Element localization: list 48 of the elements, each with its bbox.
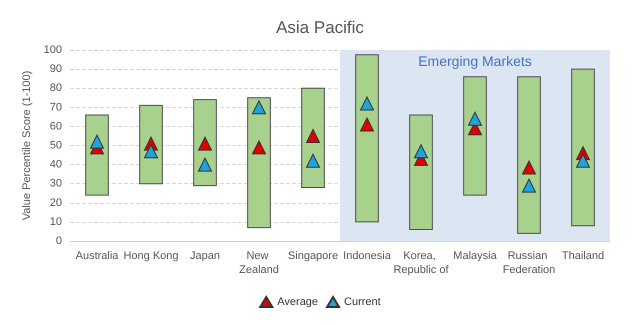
y-tick-label: 10: [50, 216, 62, 228]
x-tick-label: Singapore: [288, 250, 338, 262]
x-tick-label: Indonesia: [343, 250, 392, 262]
y-tick-label: 40: [50, 158, 62, 171]
point: [198, 158, 212, 172]
point: [252, 140, 266, 154]
point: [144, 144, 158, 158]
point: [360, 117, 374, 132]
bar: [301, 88, 325, 188]
point: [522, 178, 536, 193]
y-tick-label: 90: [50, 63, 62, 76]
y-tick-label: 80: [50, 82, 62, 94]
bar: [517, 76, 541, 234]
point: [576, 154, 590, 168]
legend-label: Current: [344, 296, 381, 308]
point: [468, 112, 482, 126]
point: [360, 96, 374, 110]
x-tick-label: Japan: [190, 250, 220, 262]
y-tick-label: 0: [56, 235, 62, 247]
x-tick-label: Korea, Republic of: [393, 250, 450, 276]
y-tick-label: 70: [50, 101, 62, 114]
y-tick-label: 30: [50, 178, 62, 190]
band-label: Emerging Markets: [418, 53, 532, 69]
y-axis-title: Value Percentile Score (1-100): [21, 70, 34, 220]
y-tick-label: 50: [50, 140, 62, 152]
point: [414, 144, 428, 158]
x-tick-label: Thailand: [562, 250, 604, 262]
chart-title: Asia Pacific: [276, 18, 364, 37]
x-tick-label: Malaysia: [453, 250, 498, 262]
point: [252, 100, 266, 114]
point: [306, 128, 320, 143]
bar: [463, 76, 487, 196]
x-tick-label: New Zealand: [239, 250, 279, 276]
x-tick-label: Russian Federation: [502, 250, 556, 276]
bar: [247, 97, 271, 228]
legend-label: Average: [277, 296, 318, 308]
y-tick-label: 20: [50, 196, 62, 209]
point: [198, 136, 212, 151]
point: [90, 134, 104, 149]
point: [306, 154, 320, 168]
x-tick-label: Hong Kong: [123, 250, 179, 262]
y-tick-label: 60: [50, 120, 62, 132]
y-tick-label: 100: [44, 44, 62, 56]
bar: [355, 54, 379, 222]
x-tick-label: Australia: [76, 250, 120, 262]
bar: [571, 68, 595, 226]
point: [522, 160, 536, 174]
bar: [409, 114, 433, 230]
